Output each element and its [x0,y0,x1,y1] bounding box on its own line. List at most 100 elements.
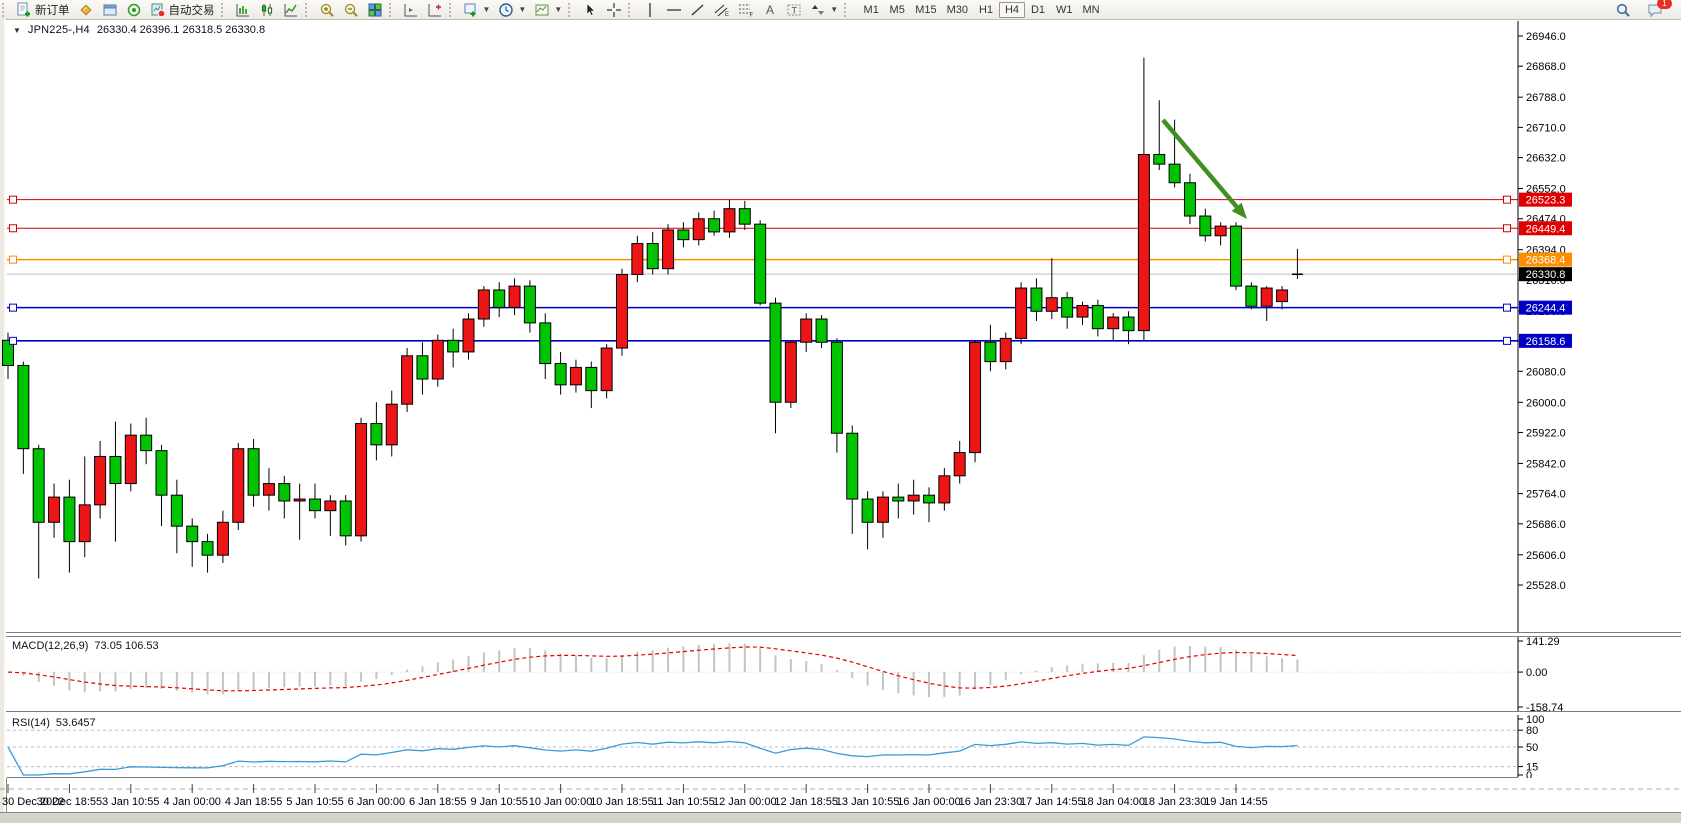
fibonacci-tool-button[interactable]: F [734,1,758,18]
line-handle[interactable] [9,303,17,312]
svg-text:0.00: 0.00 [1526,667,1547,679]
arrow-annotation[interactable] [1161,118,1247,219]
timeframe-m1-button[interactable]: M1 [858,2,884,18]
market-watch-button[interactable] [74,1,98,18]
label-tool-button[interactable]: T [782,1,806,18]
cursor-tool-button[interactable] [578,1,602,18]
toolbar-grip[interactable] [220,2,227,17]
svg-text:6 Jan 18:55: 6 Jan 18:55 [409,796,467,808]
collapse-caret-icon[interactable]: ▼ [13,25,21,35]
trendline-tool-button[interactable] [686,1,710,18]
arrows-tool-button[interactable]: ▼ [806,1,842,18]
fibonacci-icon: F [738,2,754,18]
dropdown-caret-icon: ▼ [830,5,839,14]
svg-text:25606.0: 25606.0 [1526,550,1566,562]
macd-indicator-label: MACD(12,26,9) 73.05 106.53 [12,640,159,652]
chart-ohlc-header: ▼ JPN225-,H4 26330.4 26396.1 26318.5 263… [13,24,265,36]
gold-diamond-icon [78,2,94,18]
panel-splitter[interactable] [6,632,1681,637]
vertical-line-icon [642,2,658,18]
svg-text:18 Jan 23:30: 18 Jan 23:30 [1143,796,1207,808]
channel-tool-button[interactable]: E [710,1,734,18]
search-button[interactable] [1611,1,1635,18]
line-handle[interactable] [1503,255,1511,264]
tile-windows-button[interactable] [363,1,387,18]
new-order-button[interactable]: 新订单 [12,1,74,18]
chart-shift-button[interactable] [423,1,447,18]
svg-text:E: E [725,12,729,18]
line-chart-mode-button[interactable] [279,1,303,18]
bar-chart-mode-button[interactable] [231,1,255,18]
crosshair-tool-button[interactable] [602,1,626,18]
timeframe-m15-button[interactable]: M15 [910,2,941,18]
timeframe-h4-button[interactable]: H4 [999,1,1025,18]
data-window-button[interactable] [98,1,122,18]
template-icon [534,2,550,18]
new-order-label: 新订单 [35,4,70,17]
vertical-line-tool-button[interactable] [638,1,662,18]
line-handle[interactable] [9,255,17,264]
notifications-button[interactable]: 1 [1643,0,1672,18]
toolbar-grip[interactable] [844,2,850,17]
timeframe-m30-button[interactable]: M30 [942,2,973,18]
line-handle[interactable] [9,336,17,345]
macd-values: 73.05 106.53 [94,640,159,652]
svg-text:26788.0: 26788.0 [1526,92,1566,104]
autotrading-button[interactable]: 自动交易 [146,1,219,18]
navigator-button[interactable] [122,1,146,18]
toolbar-grip[interactable] [628,2,634,17]
horizontal-line-tool-button[interactable] [662,1,686,18]
svg-text:50: 50 [1526,742,1538,754]
clock-icon [498,2,514,18]
rsi-indicator-label: RSI(14) 53.6457 [12,717,96,729]
toolbar-grip[interactable] [388,2,395,17]
timeframe-w1-button[interactable]: W1 [1051,2,1078,18]
svg-text:12 Jan 00:00: 12 Jan 00:00 [713,796,777,808]
timeframe-m5-button[interactable]: M5 [884,2,910,18]
toolbar-grip[interactable] [2,2,8,17]
line-handle[interactable] [1503,195,1511,204]
svg-text:100: 100 [1526,715,1544,726]
line-handle[interactable] [9,195,17,204]
line-handle[interactable] [1503,303,1511,312]
svg-text:26158.6: 26158.6 [1526,336,1566,348]
svg-text:6 Jan 00:00: 6 Jan 00:00 [348,796,406,808]
macd-name: MACD(12,26,9) [12,640,89,652]
line-handle[interactable] [9,224,17,233]
text-tool-button[interactable]: A [758,1,782,18]
svg-text:26523.3: 26523.3 [1526,195,1566,207]
timeframe-h1-button[interactable]: H1 [973,2,999,18]
line-handle[interactable] [1503,336,1511,345]
price-badge: 26330.8 [1519,267,1572,282]
candlestick-mode-button[interactable] [255,1,279,18]
templates-button[interactable]: ▼ [530,1,566,18]
auto-scroll-button[interactable] [399,1,423,18]
svg-text:T: T [792,5,798,15]
svg-text:F: F [750,12,754,18]
line-handle[interactable] [1503,224,1511,233]
svg-text:26000.0: 26000.0 [1526,397,1566,409]
window-icon [102,2,118,18]
svg-text:13 Jan 10:55: 13 Jan 10:55 [836,796,900,808]
timeframe-d1-button[interactable]: D1 [1025,2,1051,18]
price-badge: 26523.3 [1519,192,1572,207]
macd-panel-canvas[interactable]: 141.29 0.00 -158.74 [0,637,1681,711]
timeframe-mn-button[interactable]: MN [1078,2,1105,18]
timeframe-toolbar: M1 M5 M15 M30 H1 H4 D1 W1 MN [858,1,1105,18]
toolbar-grip[interactable] [304,2,311,17]
svg-text:A: A [766,3,774,17]
toolbar-grip[interactable] [568,2,574,17]
profiles-button[interactable]: ▼ [494,1,530,18]
rsi-value: 53.6457 [55,717,96,729]
toolbar-grip[interactable] [448,2,455,17]
svg-text:11 Jan 10:55: 11 Jan 10:55 [652,796,715,808]
svg-text:25922.0: 25922.0 [1526,427,1566,439]
zoom-in-button[interactable] [315,1,339,18]
svg-text:26710.0: 26710.0 [1526,122,1566,134]
main-chart-canvas[interactable]: 26946.0 26868.0 26788.0 26710.0 26632.0 26552… [0,20,1681,633]
trendline-icon [690,2,706,18]
new-chart-button[interactable]: ▼ [459,1,495,18]
zoom-out-button[interactable] [339,1,363,18]
